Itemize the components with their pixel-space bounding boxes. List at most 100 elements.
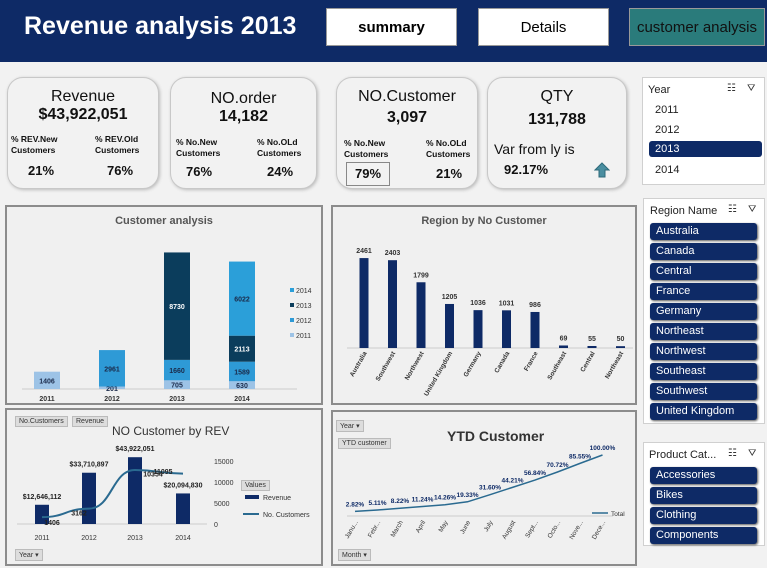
details-button[interactable]: Details [478, 8, 609, 46]
stacked-bar-segment [229, 261, 255, 336]
cust-new-label-2: Customers [344, 149, 389, 159]
qty-value: 131,788 [528, 111, 586, 128]
clear-filter-icon[interactable]: ⛛ [748, 448, 757, 459]
data-label: 2113 [234, 347, 249, 354]
chart-title: Customer analysis [115, 215, 213, 227]
customer-by-rev-chart: $12,646,112 2011 $33,710,897 2012 $43,922,05… [17, 446, 310, 542]
data-label: 6022 [234, 297, 250, 304]
data-label: 8.22% [391, 498, 410, 505]
region-slicer: Region Name ☷ ⛛ Australia Canada Central… [643, 198, 765, 424]
region-item-germany[interactable]: Germany [650, 303, 757, 320]
bar [416, 282, 426, 348]
cust-new-percent: 79% [346, 162, 390, 186]
multi-select-icon[interactable]: ☷ [728, 448, 737, 459]
data-label: 70.72% [546, 462, 568, 469]
data-label: 1799 [413, 272, 429, 279]
year-filter-label: Year [340, 423, 355, 430]
product-item-clothing[interactable]: Clothing [650, 507, 757, 524]
customer-analysis-button[interactable]: customer analysis [629, 8, 765, 46]
multi-select-icon[interactable]: ☷ [728, 204, 737, 215]
tick-label: March [390, 519, 405, 538]
legend-label: 2012 [296, 318, 312, 325]
revenue-title: Revenue [50, 88, 116, 105]
orders-new-percent: 76% [186, 164, 213, 179]
qty-var-label: Var from ly is [494, 141, 575, 157]
field-tag-ytd[interactable]: YTD customer [338, 438, 391, 449]
ytd-line [354, 454, 603, 513]
tick-label: Dece... [591, 519, 607, 541]
region-item-canada[interactable]: Canada [650, 243, 757, 260]
stacked-bar-segment [229, 361, 255, 382]
chart-title: NO Customer by REV [112, 424, 230, 438]
data-label: 14.26% [434, 495, 456, 502]
chart-title: Region by No Customer [421, 215, 547, 227]
data-label: 8730 [169, 304, 185, 311]
legend-label: Revenue [263, 495, 291, 502]
year-filter-button[interactable]: Year ▾ [336, 420, 364, 432]
values-tag: Values [241, 480, 270, 491]
region-item-northeast[interactable]: Northeast [650, 323, 757, 340]
rev-new-label-2: Customers [11, 145, 56, 155]
clear-filter-icon[interactable]: ⛛ [748, 204, 757, 215]
year-slicer: Year ☷ ⛛ 2011 2012 2013 2014 [642, 77, 765, 185]
year-filter-button[interactable]: Year ▾ [15, 549, 43, 561]
region-slicer-title: Region Name [650, 205, 718, 217]
field-tag-no-customers[interactable]: No.Customers [15, 416, 68, 427]
field-tag-revenue[interactable]: Revenue [72, 416, 109, 427]
customers-label: 10354 [143, 472, 163, 479]
data-label: 1589 [234, 369, 250, 376]
bar [388, 260, 397, 348]
product-item-accessories[interactable]: Accessories [650, 467, 757, 484]
qty-title: QTY [540, 88, 574, 105]
tick-label: Southeast [546, 350, 568, 381]
orders-value: 14,182 [219, 108, 268, 125]
multi-select-icon[interactable]: ☷ [727, 83, 736, 94]
cust-old-percent: 21% [436, 166, 463, 181]
stacked-bar-segment [164, 252, 190, 360]
customer-analysis-chart: 1406 2011 201 2961 2012 705 1660 8730 2013 630 158… [22, 252, 312, 403]
region-item-northwest[interactable]: Northwest [650, 343, 757, 360]
region-item-france[interactable]: France [650, 283, 757, 300]
orders-title: NO.order [210, 90, 277, 107]
tick-label: 2014 [234, 396, 250, 403]
region-item-southwest[interactable]: Southwest [650, 383, 757, 400]
cust-new-label-1: % No.New [344, 138, 386, 148]
data-label: 31.60% [479, 485, 501, 492]
region-item-united-kingdom[interactable]: United Kingdom [650, 403, 757, 420]
cust-old-label-2: Customers [426, 149, 471, 159]
year-item-2011[interactable]: 2011 [655, 104, 679, 116]
data-label: 100.00% [590, 445, 616, 452]
customers-line [41, 469, 184, 519]
product-item-bikes[interactable]: Bikes [650, 487, 757, 504]
tick-label: Australia [349, 350, 369, 378]
revenue-value: $43,922,051 [38, 106, 128, 123]
region-item-southeast[interactable]: Southeast [650, 363, 757, 380]
region-item-australia[interactable]: Australia [650, 223, 757, 240]
year-item-2012[interactable]: 2012 [655, 124, 680, 136]
orders-old-label-2: Customers [257, 148, 302, 158]
legend-swatch [290, 303, 294, 307]
customers-label: 3162 [71, 511, 87, 518]
data-label: 1660 [169, 368, 185, 375]
year-item-2014[interactable]: 2014 [655, 164, 680, 176]
tick-label: 2011 [34, 535, 49, 542]
y2-tick-label: 10000 [214, 480, 234, 487]
clear-filter-icon[interactable]: ⛛ [747, 83, 756, 94]
region-item-central[interactable]: Central [650, 263, 757, 280]
stacked-bar-segment [164, 359, 190, 381]
legend-label: 2014 [296, 288, 312, 295]
year-item-2013[interactable]: 2013 [649, 141, 762, 157]
revenue-label: $43,922,051 [116, 446, 155, 453]
data-label: 1031 [499, 300, 515, 307]
tick-label: 2014 [175, 535, 191, 542]
tick-label: Janu... [344, 519, 360, 540]
qty-card: QTY 131,788 Var from ly is 92.17% [487, 77, 627, 189]
summary-button[interactable]: summary [326, 8, 457, 46]
bar [359, 258, 369, 348]
bar [587, 345, 597, 348]
rev-new-percent: 21% [28, 163, 55, 178]
month-filter-button[interactable]: Month ▾ [338, 549, 371, 561]
product-item-components[interactable]: Components [650, 527, 757, 544]
data-label: 2461 [356, 248, 372, 255]
data-label: 2403 [385, 250, 401, 257]
